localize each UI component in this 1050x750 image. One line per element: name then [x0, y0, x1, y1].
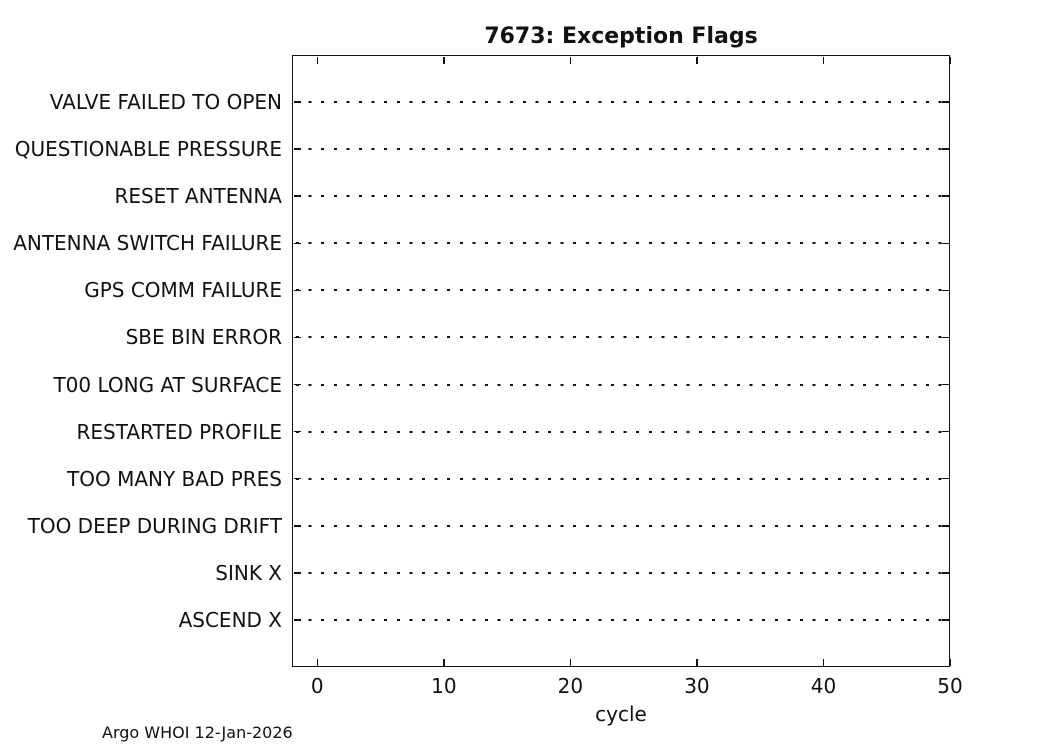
y-tick-left [293, 336, 301, 339]
y-tick-left [293, 477, 301, 480]
y-tick-left [293, 525, 301, 527]
x-tick-label: 10 [431, 674, 457, 698]
y-tick-right [941, 242, 949, 245]
x-tick-bottom [316, 658, 319, 666]
category-gridline [296, 477, 945, 480]
x-tick-label: 50 [937, 674, 963, 698]
y-tick-label: T00 LONG AT SURFACE [53, 372, 282, 397]
y-tick-left [293, 619, 301, 621]
x-tick-top [316, 56, 319, 64]
y-tick-right [941, 336, 949, 339]
y-tick-right [941, 289, 949, 292]
y-tick-left [293, 195, 301, 197]
footer-watermark: Argo WHOI 12-Jan-2026 [102, 723, 293, 742]
x-tick-label: 30 [684, 674, 710, 698]
y-tick-right [941, 525, 949, 527]
category-gridline [296, 195, 945, 198]
y-tick-left [293, 148, 301, 150]
category-gridline [296, 289, 945, 292]
category-gridline [296, 524, 945, 527]
x-tick-bottom [569, 658, 572, 666]
y-tick-label: VALVE FAILED TO OPEN [49, 90, 282, 115]
x-tick-label: 20 [557, 674, 584, 698]
x-tick-top [696, 56, 698, 64]
x-tick-top [822, 56, 825, 64]
x-tick-bottom [822, 658, 825, 666]
y-tick-left [293, 289, 301, 292]
y-tick-label: TOO DEEP DURING DRIFT [27, 513, 282, 538]
y-tick-label: SINK X [215, 560, 282, 585]
y-tick-label: GPS COMM FAILURE [84, 278, 282, 303]
y-tick-right [941, 101, 949, 103]
x-tick-top [949, 56, 951, 64]
y-tick-left [293, 383, 301, 386]
y-tick-left [293, 242, 301, 245]
y-tick-left [293, 430, 301, 433]
chart-title: 7673: Exception Flags [484, 24, 758, 49]
y-tick-label: ANTENNA SWITCH FAILURE [13, 231, 282, 256]
x-tick-label: 40 [810, 674, 837, 698]
y-tick-right [941, 383, 949, 386]
category-gridline [296, 242, 945, 245]
x-tick-bottom [696, 658, 698, 666]
y-tick-right [941, 195, 949, 197]
x-tick-top [569, 56, 572, 64]
y-tick-label: QUESTIONABLE PRESSURE [14, 137, 282, 162]
y-tick-right [941, 619, 949, 621]
x-tick-bottom [949, 658, 951, 666]
category-gridline [296, 101, 945, 104]
category-gridline [296, 618, 945, 621]
y-tick-label: RESET ANTENNA [114, 184, 282, 209]
y-tick-label: ASCEND X [178, 607, 282, 632]
x-tick-top [443, 56, 445, 64]
category-gridline [296, 430, 945, 433]
x-tick-label: 0 [310, 674, 324, 698]
category-gridline [296, 571, 945, 574]
y-tick-label: TOO MANY BAD PRES [67, 466, 282, 491]
y-tick-left [293, 101, 301, 103]
category-gridline [296, 148, 945, 151]
y-tick-label: RESTARTED PROFILE [76, 419, 282, 444]
y-tick-right [941, 430, 949, 433]
y-tick-left [293, 572, 301, 574]
y-tick-label: SBE BIN ERROR [125, 325, 282, 350]
y-tick-right [941, 148, 949, 150]
category-gridline [296, 383, 945, 386]
y-tick-right [941, 477, 949, 480]
plot-area [292, 55, 950, 667]
y-tick-right [941, 572, 949, 574]
x-tick-bottom [443, 658, 445, 666]
category-gridline [296, 336, 945, 339]
x-axis-title: cycle [595, 702, 647, 726]
